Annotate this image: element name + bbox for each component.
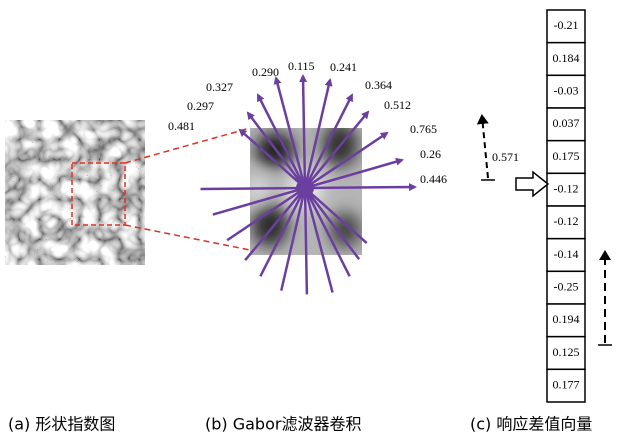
cell-value: 0.177: [553, 377, 580, 391]
cell-value: -0.21: [554, 18, 579, 32]
cell-value: 0.125: [553, 345, 580, 359]
cell-value: -0.12: [554, 214, 579, 228]
caption: (b) Gabor滤波器卷积: [205, 415, 361, 434]
cell-value: 0.175: [553, 149, 580, 163]
ray-label: 0.327: [206, 80, 233, 94]
ray-label: 0.115: [288, 59, 315, 73]
response-vector: -0.21 0.184 -0.03 0.037 0.175 -0.12 -0.12 -0.14…: [547, 10, 585, 402]
cell-value: -0.25: [554, 279, 579, 293]
shape-index-image: [5, 120, 250, 265]
ray-label: 0.241: [330, 60, 357, 74]
cell-value: -0.14: [554, 247, 579, 261]
ray-label: 0.512: [384, 98, 411, 112]
cell-value: -0.03: [554, 83, 579, 97]
dashed-arrow: [482, 116, 488, 178]
ray-center: [296, 179, 314, 197]
cell-value: -0.12: [554, 181, 579, 195]
cell-value: 0.194: [553, 312, 580, 326]
ray-label: 0.481: [168, 119, 195, 133]
caption: (a) 形状指数图: [8, 415, 115, 434]
cell-value: 0.184: [553, 51, 580, 65]
hollow-arrow: [516, 172, 548, 196]
ray-label: 0.765: [410, 122, 437, 136]
figure: 0.481 0.297 0.327 0.290 0.115 0.241 0.364 0.512…: [0, 0, 617, 440]
ray-label: 0.290: [252, 65, 279, 79]
cell-value: 0.037: [553, 116, 580, 130]
caption: (c) 响应差值向量: [470, 415, 592, 434]
gabor-rays: 0.481 0.297 0.327 0.290 0.115 0.241 0.364 0.512…: [168, 59, 447, 295]
ray-label: 0.364: [365, 78, 392, 92]
ray-label: 0.297: [187, 99, 214, 113]
ray-label: 0.26: [420, 147, 441, 161]
ray-label: 0.446: [420, 172, 447, 186]
arrow-label: 0.571: [492, 150, 519, 164]
